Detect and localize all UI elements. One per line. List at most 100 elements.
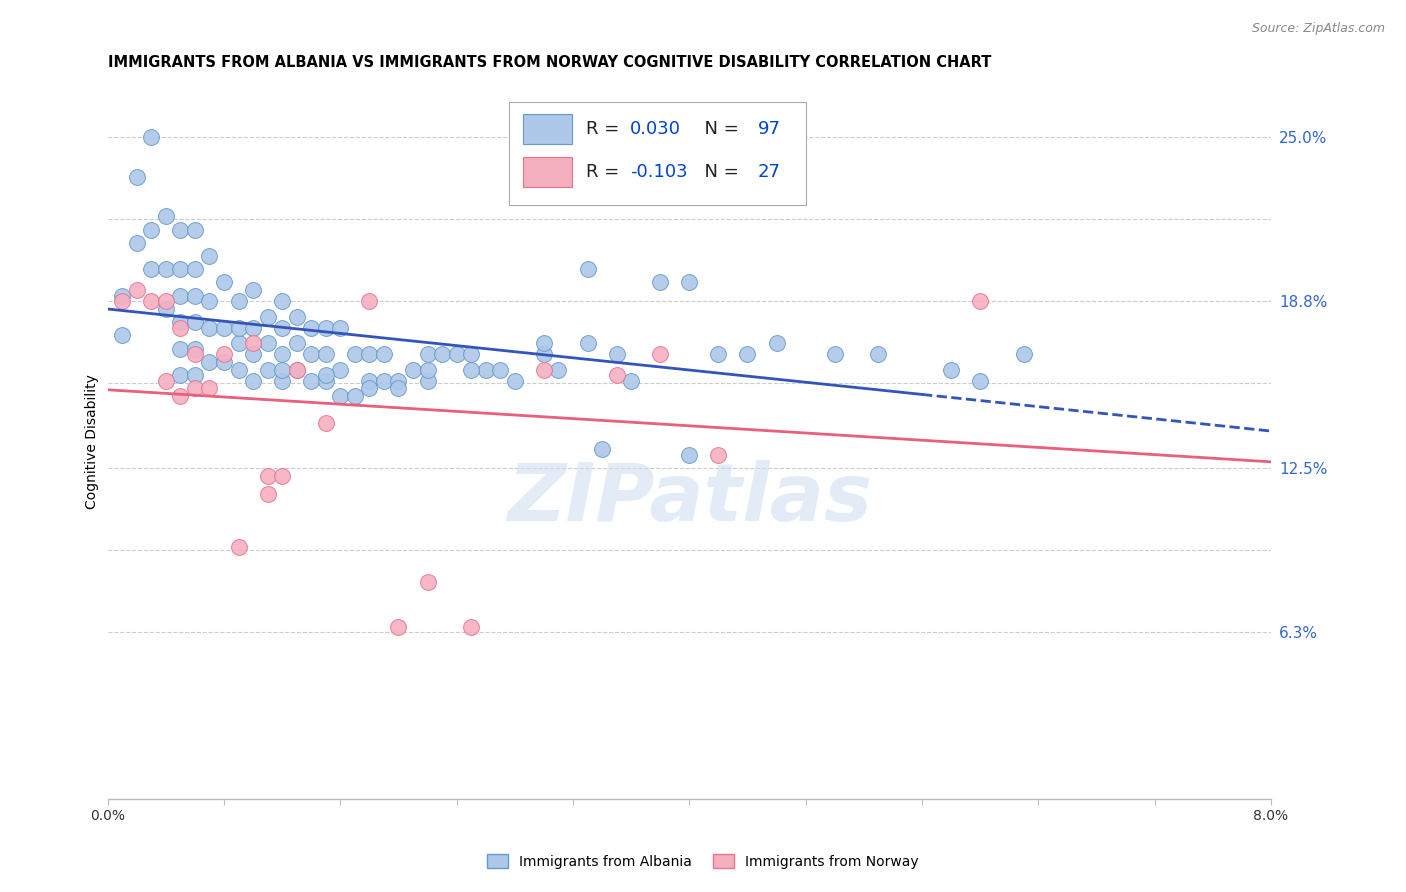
Point — [359, 293, 381, 308]
Point — [256, 310, 278, 324]
Point — [169, 342, 191, 356]
Text: R =: R = — [586, 162, 624, 181]
Point — [125, 235, 148, 250]
Point — [184, 342, 207, 356]
Point — [169, 289, 191, 303]
Point — [678, 276, 700, 290]
Point — [141, 293, 163, 308]
Point — [141, 129, 163, 144]
Point — [184, 262, 207, 277]
Point — [169, 320, 191, 334]
Y-axis label: Cognitive Disability: Cognitive Disability — [86, 374, 100, 508]
Point — [155, 301, 177, 316]
Point — [373, 374, 395, 388]
Point — [533, 363, 555, 377]
Text: 0.030: 0.030 — [630, 120, 681, 138]
Point — [503, 374, 526, 388]
Point — [125, 284, 148, 298]
Point — [155, 293, 177, 308]
Point — [242, 336, 264, 351]
Point — [737, 347, 759, 361]
Point — [198, 381, 221, 395]
Point — [678, 448, 700, 462]
Point — [402, 363, 425, 377]
Point — [824, 347, 846, 361]
Text: N =: N = — [693, 120, 744, 138]
Point — [256, 336, 278, 351]
Point — [212, 347, 235, 361]
Point — [416, 374, 439, 388]
Point — [359, 347, 381, 361]
Point — [576, 262, 599, 277]
Point — [155, 209, 177, 223]
Point — [315, 320, 337, 334]
Point — [228, 320, 250, 334]
Point — [271, 320, 294, 334]
Point — [141, 262, 163, 277]
Point — [329, 320, 352, 334]
Point — [329, 363, 352, 377]
Point — [212, 320, 235, 334]
Text: IMMIGRANTS FROM ALBANIA VS IMMIGRANTS FROM NORWAY COGNITIVE DISABILITY CORRELATI: IMMIGRANTS FROM ALBANIA VS IMMIGRANTS FR… — [108, 55, 991, 70]
Point — [969, 293, 991, 308]
Point — [169, 368, 191, 383]
Point — [460, 620, 482, 634]
Point — [271, 293, 294, 308]
Point — [184, 222, 207, 236]
Point — [533, 336, 555, 351]
Point — [169, 315, 191, 329]
FancyBboxPatch shape — [509, 102, 806, 205]
Text: 97: 97 — [758, 120, 780, 138]
Point — [299, 374, 322, 388]
Point — [416, 574, 439, 589]
Point — [285, 363, 308, 377]
Point — [446, 347, 468, 361]
Point — [576, 336, 599, 351]
Point — [169, 389, 191, 403]
Point — [416, 347, 439, 361]
Point — [315, 416, 337, 430]
Point — [650, 276, 672, 290]
Point — [315, 368, 337, 383]
Point — [271, 468, 294, 483]
Point — [387, 374, 409, 388]
Point — [256, 487, 278, 501]
Point — [373, 347, 395, 361]
Point — [228, 293, 250, 308]
Point — [707, 448, 730, 462]
Point — [242, 320, 264, 334]
Point — [765, 336, 787, 351]
Point — [155, 262, 177, 277]
Point — [460, 363, 482, 377]
Text: ZIPatlas: ZIPatlas — [506, 459, 872, 538]
Point — [184, 289, 207, 303]
Point — [474, 363, 496, 377]
Point — [228, 363, 250, 377]
Point — [184, 347, 207, 361]
Point — [939, 363, 962, 377]
Point — [547, 363, 569, 377]
Point — [359, 374, 381, 388]
Point — [198, 293, 221, 308]
Text: Source: ZipAtlas.com: Source: ZipAtlas.com — [1251, 22, 1385, 36]
Point — [650, 347, 672, 361]
Point — [606, 347, 628, 361]
Point — [198, 320, 221, 334]
Point — [271, 363, 294, 377]
Point — [271, 374, 294, 388]
Point — [212, 276, 235, 290]
Point — [591, 442, 613, 457]
Point — [111, 289, 134, 303]
Point — [868, 347, 890, 361]
Point — [169, 222, 191, 236]
Point — [299, 347, 322, 361]
Point — [285, 363, 308, 377]
Point — [285, 310, 308, 324]
Point — [228, 541, 250, 555]
Point — [242, 284, 264, 298]
Point — [125, 169, 148, 184]
Point — [212, 355, 235, 369]
Point — [460, 347, 482, 361]
Point — [343, 389, 366, 403]
Point — [271, 347, 294, 361]
